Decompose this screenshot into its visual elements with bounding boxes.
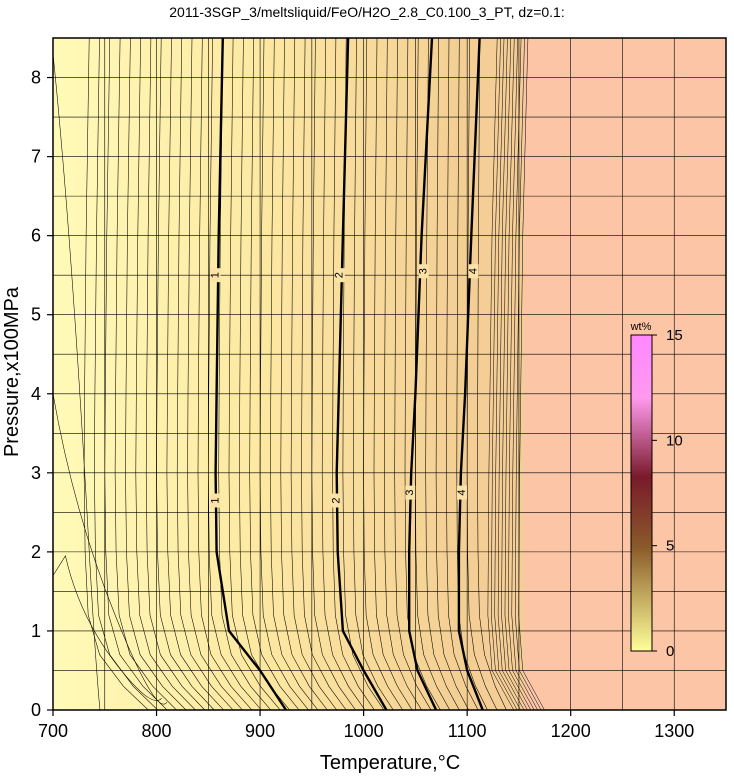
contour-label: 1 [209, 497, 221, 503]
minor-contour [53, 555, 162, 701]
minor-contour [511, 38, 538, 710]
minor-contour [487, 38, 514, 710]
y-tick-label: 6 [31, 226, 41, 246]
y-tick-label: 5 [31, 305, 41, 325]
plot-frame [52, 37, 727, 711]
minor-contour [53, 393, 168, 705]
x-axis-ticks: 700 800 900 1000 1100 1200 1300 [38, 710, 694, 741]
contour-label: 2 [334, 272, 346, 278]
y-tick-label: 8 [31, 68, 41, 88]
x-tick-label: 700 [38, 721, 68, 741]
major-contour-1 [214, 38, 288, 710]
minor-contour [53, 53, 116, 710]
contour-label: 3 [404, 490, 416, 496]
saturated-region [524, 38, 726, 710]
y-tick-label: 4 [31, 384, 41, 404]
colorbar-tick-label: 5 [666, 538, 674, 555]
contour-label: 4 [456, 490, 468, 496]
major-contours [214, 38, 484, 710]
minor-contour [501, 38, 528, 710]
colorbar-tick-label: 15 [666, 327, 683, 344]
contour-label-bg [331, 493, 342, 508]
contour-label-bg [334, 268, 345, 283]
minor-contour [491, 38, 518, 710]
y-tick-label: 2 [31, 542, 41, 562]
colorbar-ticks: 0 5 10 15 [652, 327, 683, 660]
y-axis-label: Pressure,x100MPa [1, 286, 23, 457]
contour-label-bg [418, 264, 429, 279]
contour-label-bg [468, 264, 479, 279]
y-tick-label: 0 [31, 700, 41, 720]
contour-label: 2 [331, 497, 343, 503]
chart-title: 2011-3SGP_3/meltsliquid/FeO/H2O_2.8_C0.1… [169, 4, 564, 20]
major-contour-2 [335, 38, 388, 710]
minor-contour [508, 38, 535, 710]
x-tick-label: 1100 [448, 721, 487, 741]
x-tick-label: 1200 [551, 721, 591, 741]
contour-label: 1 [209, 272, 221, 278]
colorbar-tick-label: 0 [666, 643, 674, 660]
x-tick-label: 900 [245, 721, 275, 741]
major-contour-4 [457, 38, 484, 710]
contour-label-bg [456, 485, 467, 500]
contour-label: 3 [418, 268, 430, 274]
x-tick-label: 1300 [654, 721, 694, 741]
colorbar: wt% 0 5 10 15 [630, 321, 683, 660]
y-axis-ticks: 0 1 2 3 4 5 6 7 8 [31, 68, 53, 720]
contour-label-bg [210, 493, 221, 508]
minor-contour [504, 38, 532, 710]
contour-label-bg [210, 268, 221, 283]
colorbar-tick-label: 10 [666, 432, 683, 449]
contour-label-bg [405, 485, 416, 500]
y-tick-label: 3 [31, 463, 41, 483]
y-tick-label: 1 [31, 621, 41, 641]
minor-contour [494, 38, 521, 710]
x-axis-label: Temperature,°C [320, 752, 460, 774]
contour-labels: 1 1 2 2 3 3 4 4 [209, 264, 479, 508]
minor-contour [514, 38, 542, 710]
y-tick-label: 7 [31, 147, 41, 167]
major-contour-3 [408, 38, 438, 710]
colorbar-label: wt% [630, 321, 652, 333]
plot-area: 1 1 2 2 3 3 4 4 [53, 38, 726, 710]
minor-contour [497, 38, 525, 710]
x-tick-label: 800 [142, 721, 172, 741]
colorbar-gradient [630, 334, 653, 652]
x-tick-label: 1000 [344, 721, 384, 741]
contour-label: 4 [467, 268, 479, 274]
